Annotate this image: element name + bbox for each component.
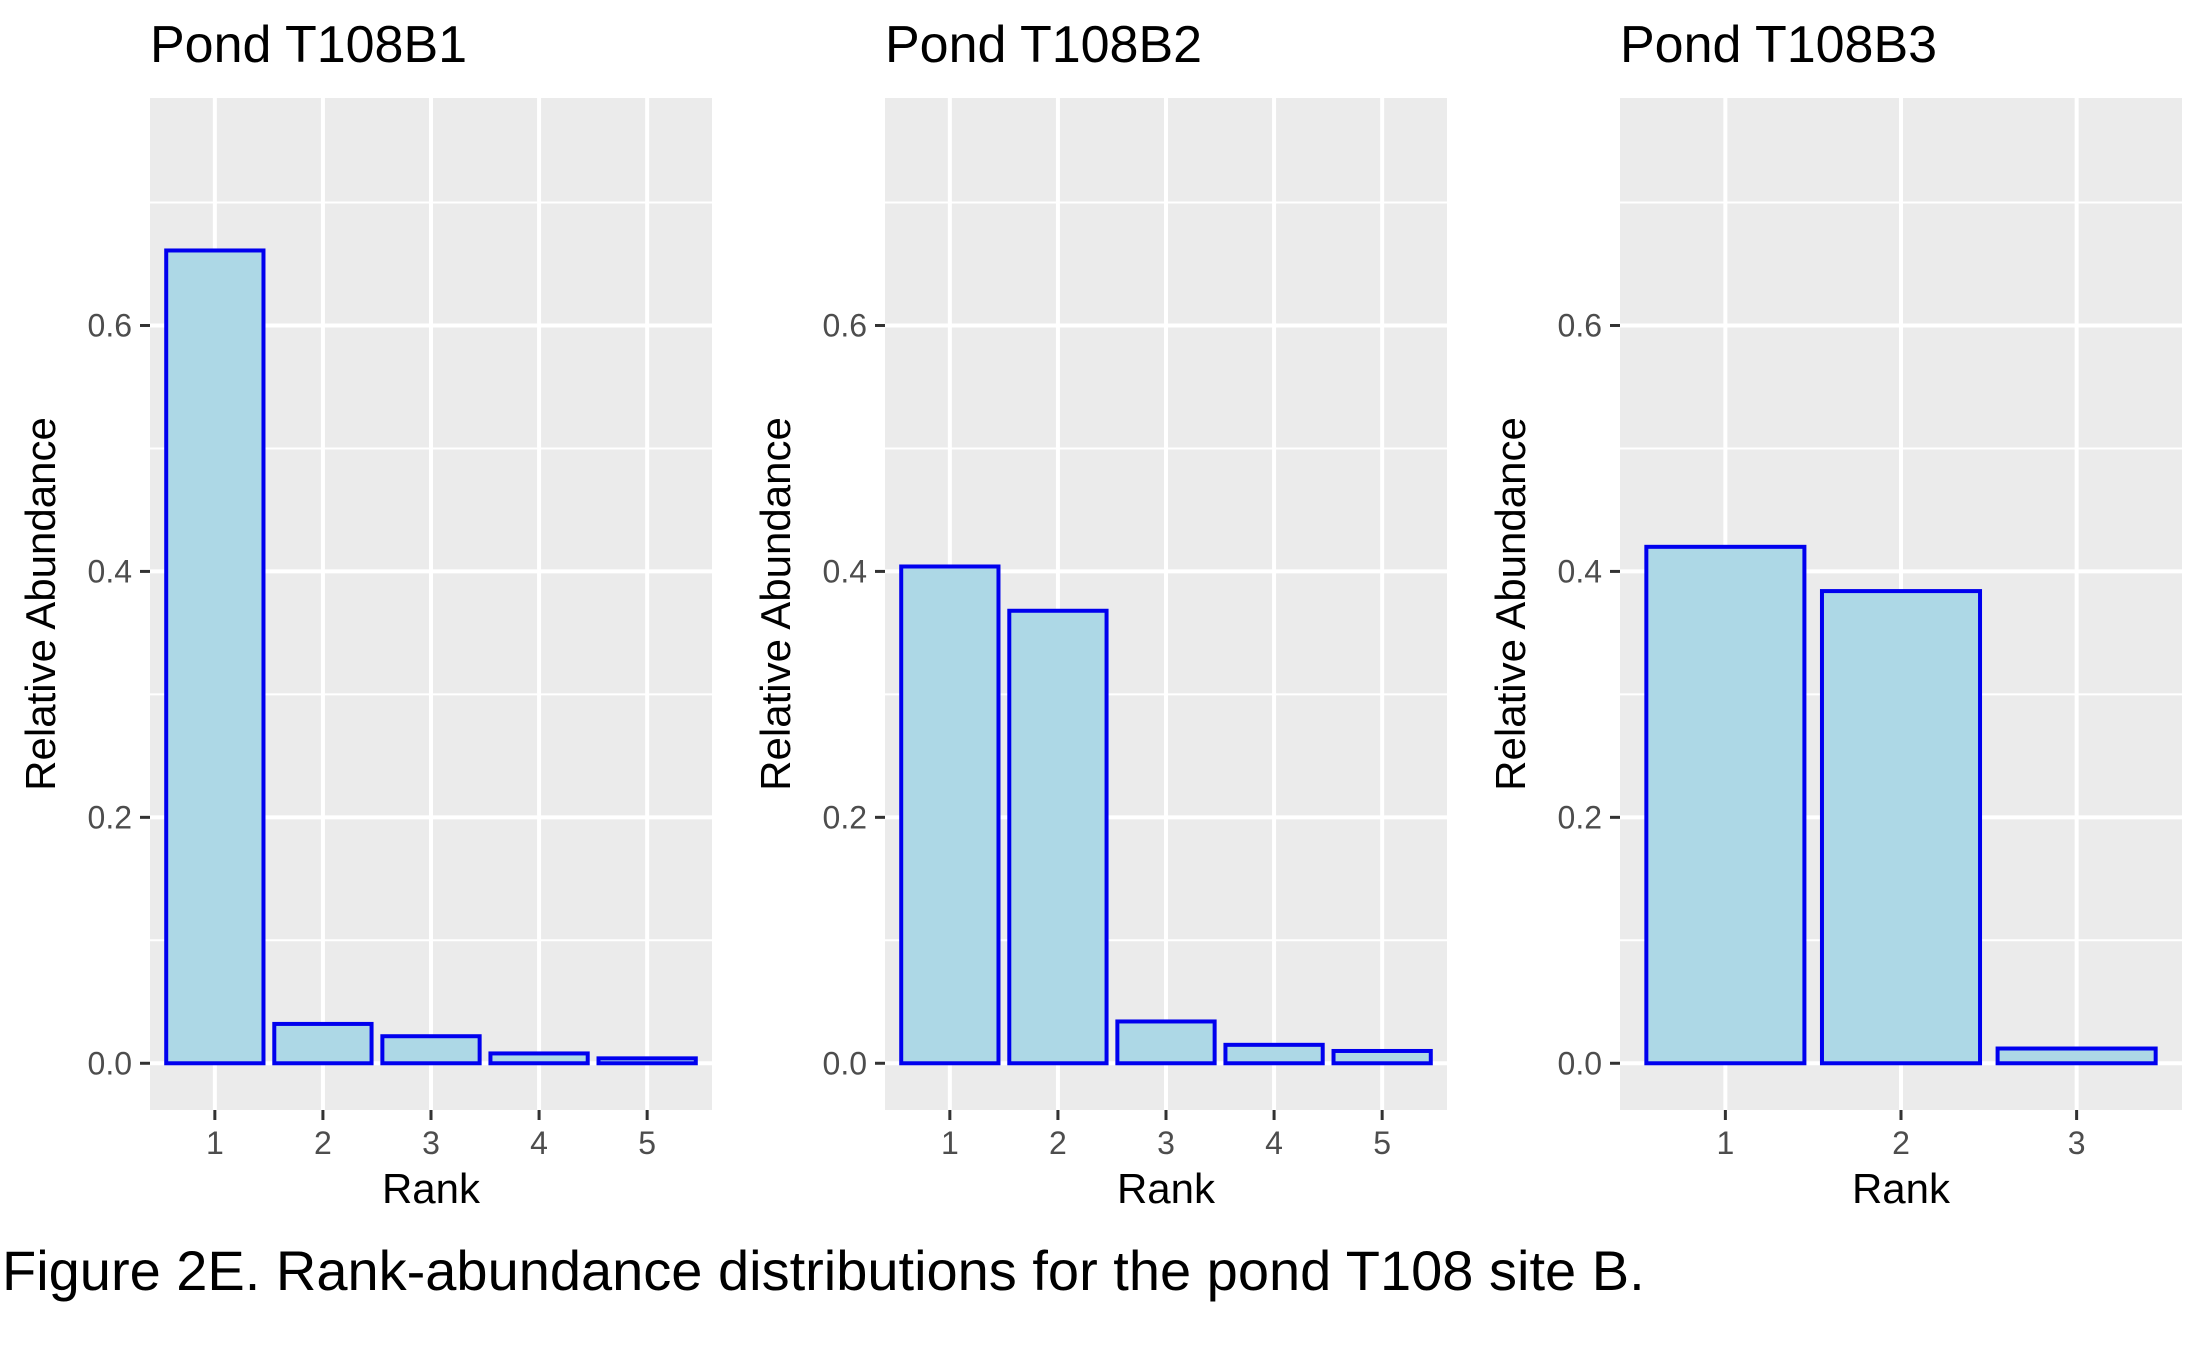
y-axis-title: Relative Abundance <box>752 417 799 791</box>
bar-rank-2 <box>1819 589 1983 1066</box>
facet-panel-2: 0.0 0.2 0.4 0.6 1 2 3 4 5 Pond T108B2 Rank Relative… <box>752 16 1447 1212</box>
y-tick-label: 0.0 <box>823 1045 867 1081</box>
facet-title: Pond T108B2 <box>885 16 1202 74</box>
bar-rank-1 <box>899 564 1001 1066</box>
x-tick-label: 5 <box>1373 1125 1391 1161</box>
x-axis-title: Rank <box>1117 1165 1216 1212</box>
x-tick-label: 1 <box>941 1125 959 1161</box>
bar-rank-2 <box>1007 608 1109 1066</box>
y-tick-label: 0.0 <box>1558 1045 1602 1081</box>
bar-rank-5 <box>596 1056 698 1066</box>
y-tick-label: 0.2 <box>88 799 132 835</box>
y-tick-label: 0.6 <box>823 307 867 343</box>
bar-rank-3 <box>380 1034 482 1066</box>
x-axis-title: Rank <box>1852 1165 1951 1212</box>
y-axis-title: Relative Abundance <box>17 417 64 791</box>
bar-rank-4 <box>488 1051 590 1066</box>
x-tick-label: 3 <box>422 1125 440 1161</box>
bar-rank-1 <box>164 248 266 1066</box>
x-tick-label: 1 <box>206 1125 224 1161</box>
x-tick-label: 4 <box>530 1125 548 1161</box>
y-tick-label: 0.2 <box>823 799 867 835</box>
y-tick-label: 0.4 <box>1558 553 1602 589</box>
y-tick-label: 0.0 <box>88 1045 132 1081</box>
x-tick-label: 3 <box>1157 1125 1175 1161</box>
y-tick-label: 0.6 <box>88 307 132 343</box>
figure-caption: Figure 2E. Rank-abundance distributions … <box>2 1239 1645 1302</box>
bar-rank-2 <box>272 1021 374 1066</box>
x-tick-label: 2 <box>314 1125 332 1161</box>
y-tick-label: 0.4 <box>823 553 867 589</box>
x-axis-title: Rank <box>382 1165 481 1212</box>
y-tick-label: 0.2 <box>1558 799 1602 835</box>
bar-rank-3 <box>1115 1019 1217 1066</box>
x-tick-label: 4 <box>1265 1125 1283 1161</box>
bar-rank-5 <box>1331 1048 1433 1066</box>
facet-panel-1: 0.0 0.2 0.4 0.6 1 2 3 4 5 Pond T108B1 Rank Relative… <box>17 16 712 1212</box>
x-tick-label: 5 <box>638 1125 656 1161</box>
facet-panel-3: 0.0 0.2 0.4 0.6 1 2 3 Pond T108B3 Rank Relative A… <box>1487 16 2182 1212</box>
x-tick-label: 1 <box>1716 1125 1734 1161</box>
x-tick-label: 2 <box>1892 1125 1910 1161</box>
facet-panels: 0.0 0.2 0.4 0.6 1 2 3 4 5 Pond T108B1 Rank Relative… <box>17 16 2182 1212</box>
bar-rank-4 <box>1223 1042 1325 1066</box>
y-tick-label: 0.6 <box>1558 307 1602 343</box>
x-tick-label: 2 <box>1049 1125 1067 1161</box>
facet-title: Pond T108B1 <box>150 16 467 74</box>
y-axis-title: Relative Abundance <box>1487 417 1534 791</box>
bar-rank-1 <box>1644 544 1807 1066</box>
facet-title: Pond T108B3 <box>1620 16 1937 74</box>
x-tick-label: 3 <box>2068 1125 2086 1161</box>
bar-rank-3 <box>1995 1046 2158 1066</box>
y-tick-label: 0.4 <box>88 553 132 589</box>
